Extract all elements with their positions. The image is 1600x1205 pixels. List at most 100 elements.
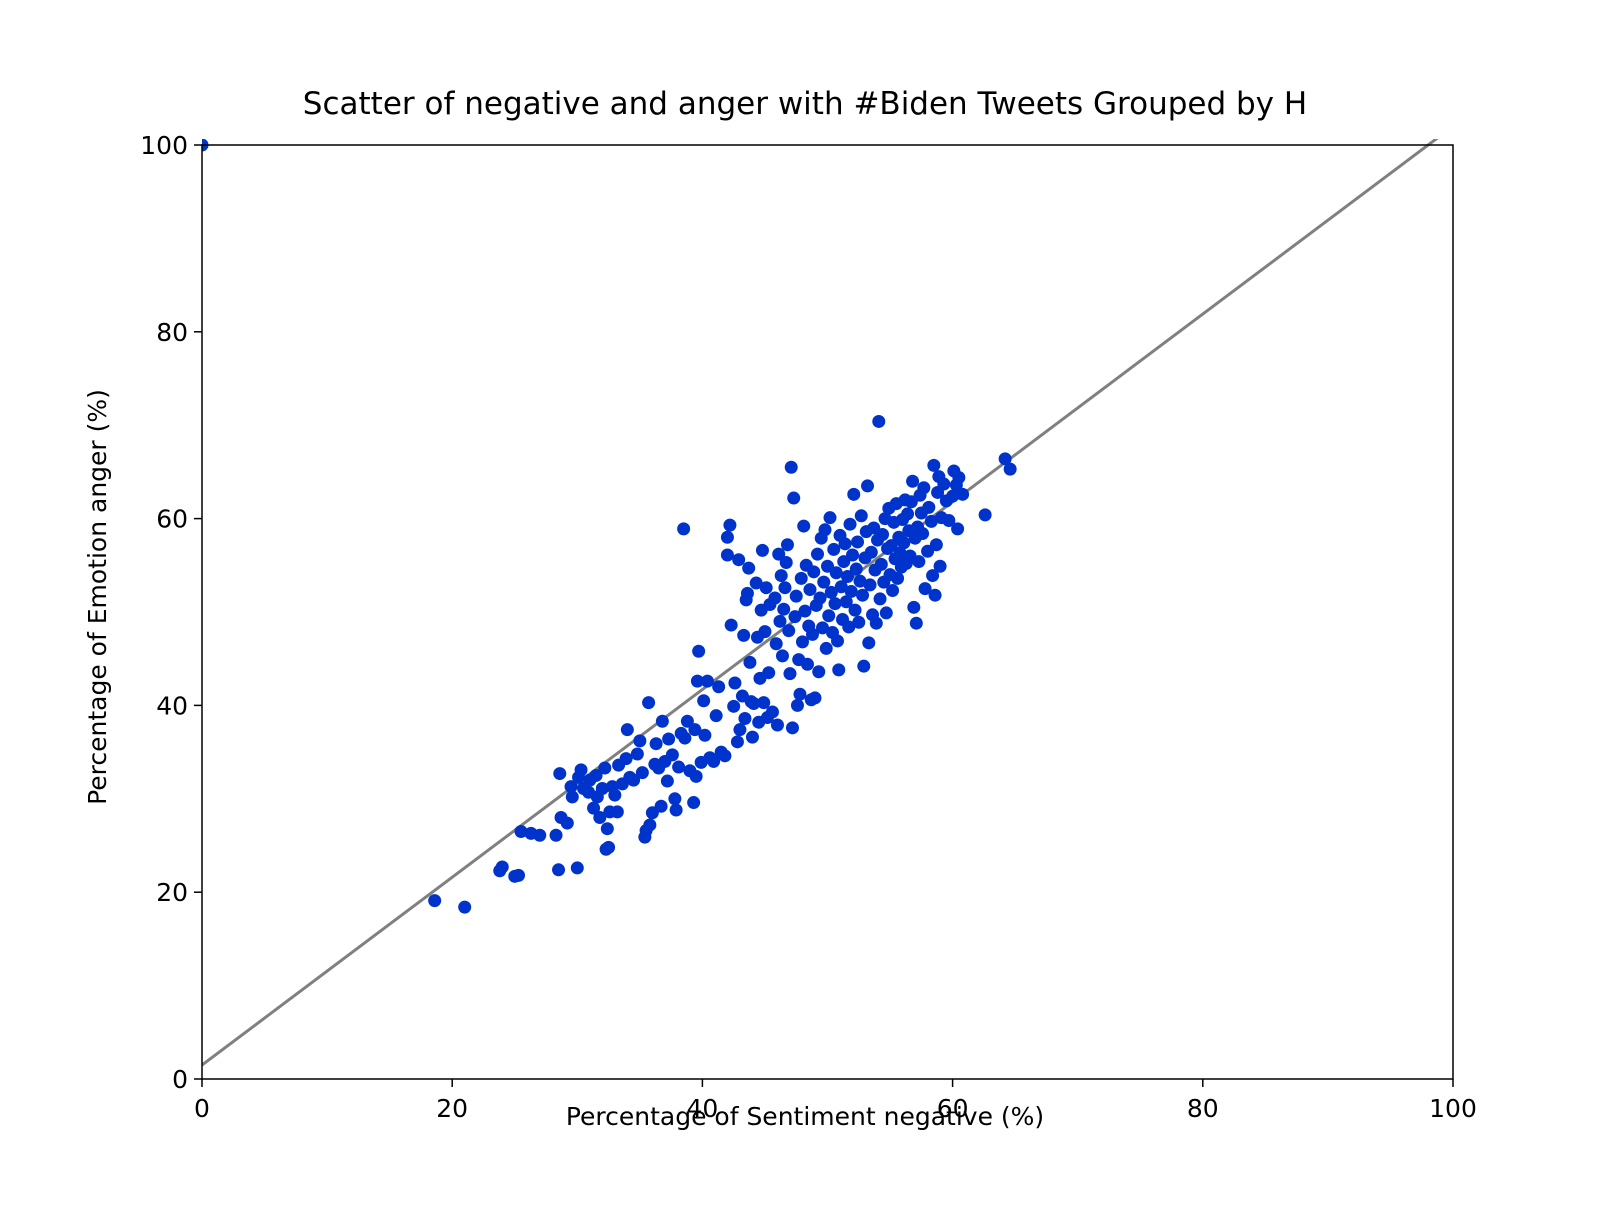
data-point — [843, 517, 857, 531]
data-point — [922, 500, 936, 514]
data-point — [926, 569, 940, 583]
data-point — [937, 477, 951, 491]
data-point — [834, 580, 848, 594]
data-point — [862, 636, 876, 650]
data-point — [649, 737, 663, 751]
data-point — [785, 721, 799, 735]
data-point — [749, 576, 763, 590]
data-point — [759, 581, 773, 595]
data-point — [642, 696, 656, 710]
chart-title: Scatter of negative and anger with #Bide… — [303, 86, 1307, 122]
data-point — [709, 709, 723, 723]
data-point — [853, 574, 867, 588]
data-point — [689, 769, 703, 783]
data-point — [800, 657, 814, 671]
data-point — [893, 546, 907, 560]
data-point — [778, 581, 792, 595]
data-point — [688, 723, 702, 737]
data-point — [700, 674, 714, 688]
data-point — [784, 460, 798, 474]
data-point — [933, 559, 947, 573]
data-point — [927, 458, 941, 472]
data-point — [787, 491, 801, 505]
data-point — [742, 561, 756, 575]
data-point — [514, 824, 528, 838]
data-point — [912, 555, 926, 569]
data-point — [861, 479, 875, 493]
data-point — [829, 566, 843, 580]
data-point — [549, 828, 563, 842]
data-point — [732, 553, 746, 567]
data-point — [849, 562, 863, 576]
data-point — [897, 536, 911, 550]
data-point — [680, 714, 694, 728]
data-point — [738, 711, 752, 725]
data-point — [774, 569, 788, 583]
data-point — [929, 538, 943, 552]
plot-area — [202, 139, 1439, 1067]
data-point — [720, 548, 734, 562]
data-point — [790, 698, 804, 712]
data-point — [872, 414, 886, 428]
data-point — [783, 667, 797, 681]
data-point — [869, 616, 883, 630]
data-point — [863, 578, 877, 592]
y-tick-label: 100 — [140, 131, 188, 160]
data-point — [593, 810, 607, 824]
data-point — [570, 861, 584, 875]
data-point — [917, 481, 931, 495]
data-point — [777, 602, 791, 616]
data-point — [891, 571, 905, 585]
data-point — [552, 863, 566, 877]
data-point — [793, 687, 807, 701]
data-point — [942, 513, 956, 527]
data-point — [846, 548, 860, 562]
data-point — [678, 731, 692, 745]
data-point — [832, 663, 846, 677]
data-point — [677, 522, 691, 536]
y-tick-label: 80 — [156, 318, 188, 347]
data-point — [630, 747, 644, 761]
data-point — [798, 604, 812, 618]
plot-frame — [201, 144, 1454, 1080]
data-point — [847, 487, 861, 501]
data-point — [879, 606, 893, 620]
data-point — [690, 674, 704, 688]
data-point — [794, 571, 808, 585]
data-point — [782, 624, 796, 638]
data-point — [765, 705, 779, 719]
y-tick-label: 0 — [172, 1065, 188, 1094]
x-tick-label: 80 — [1187, 1094, 1219, 1123]
data-point — [827, 542, 841, 556]
data-point — [747, 697, 761, 711]
x-tick-label: 0 — [194, 1094, 210, 1123]
data-point — [780, 538, 794, 552]
data-point — [598, 761, 612, 775]
data-points — [202, 139, 1017, 914]
data-point — [633, 734, 647, 748]
x-tick-label: 20 — [436, 1094, 468, 1123]
data-point — [812, 665, 826, 679]
data-point — [795, 635, 809, 649]
x-tick-label: 40 — [686, 1094, 718, 1123]
data-point — [839, 595, 853, 609]
data-point — [823, 511, 837, 525]
data-point — [758, 625, 772, 639]
data-point — [589, 768, 603, 782]
data-point — [824, 585, 838, 599]
data-point — [757, 696, 771, 710]
data-point — [769, 637, 783, 651]
data-point — [428, 894, 442, 908]
data-point — [743, 655, 757, 669]
data-point — [924, 514, 938, 528]
data-point — [635, 766, 649, 780]
data-point — [828, 597, 842, 611]
data-point — [602, 840, 616, 854]
data-point — [720, 530, 734, 544]
data-point — [662, 732, 676, 746]
data-point — [951, 522, 965, 536]
data-point — [873, 592, 887, 606]
data-point — [856, 588, 870, 602]
